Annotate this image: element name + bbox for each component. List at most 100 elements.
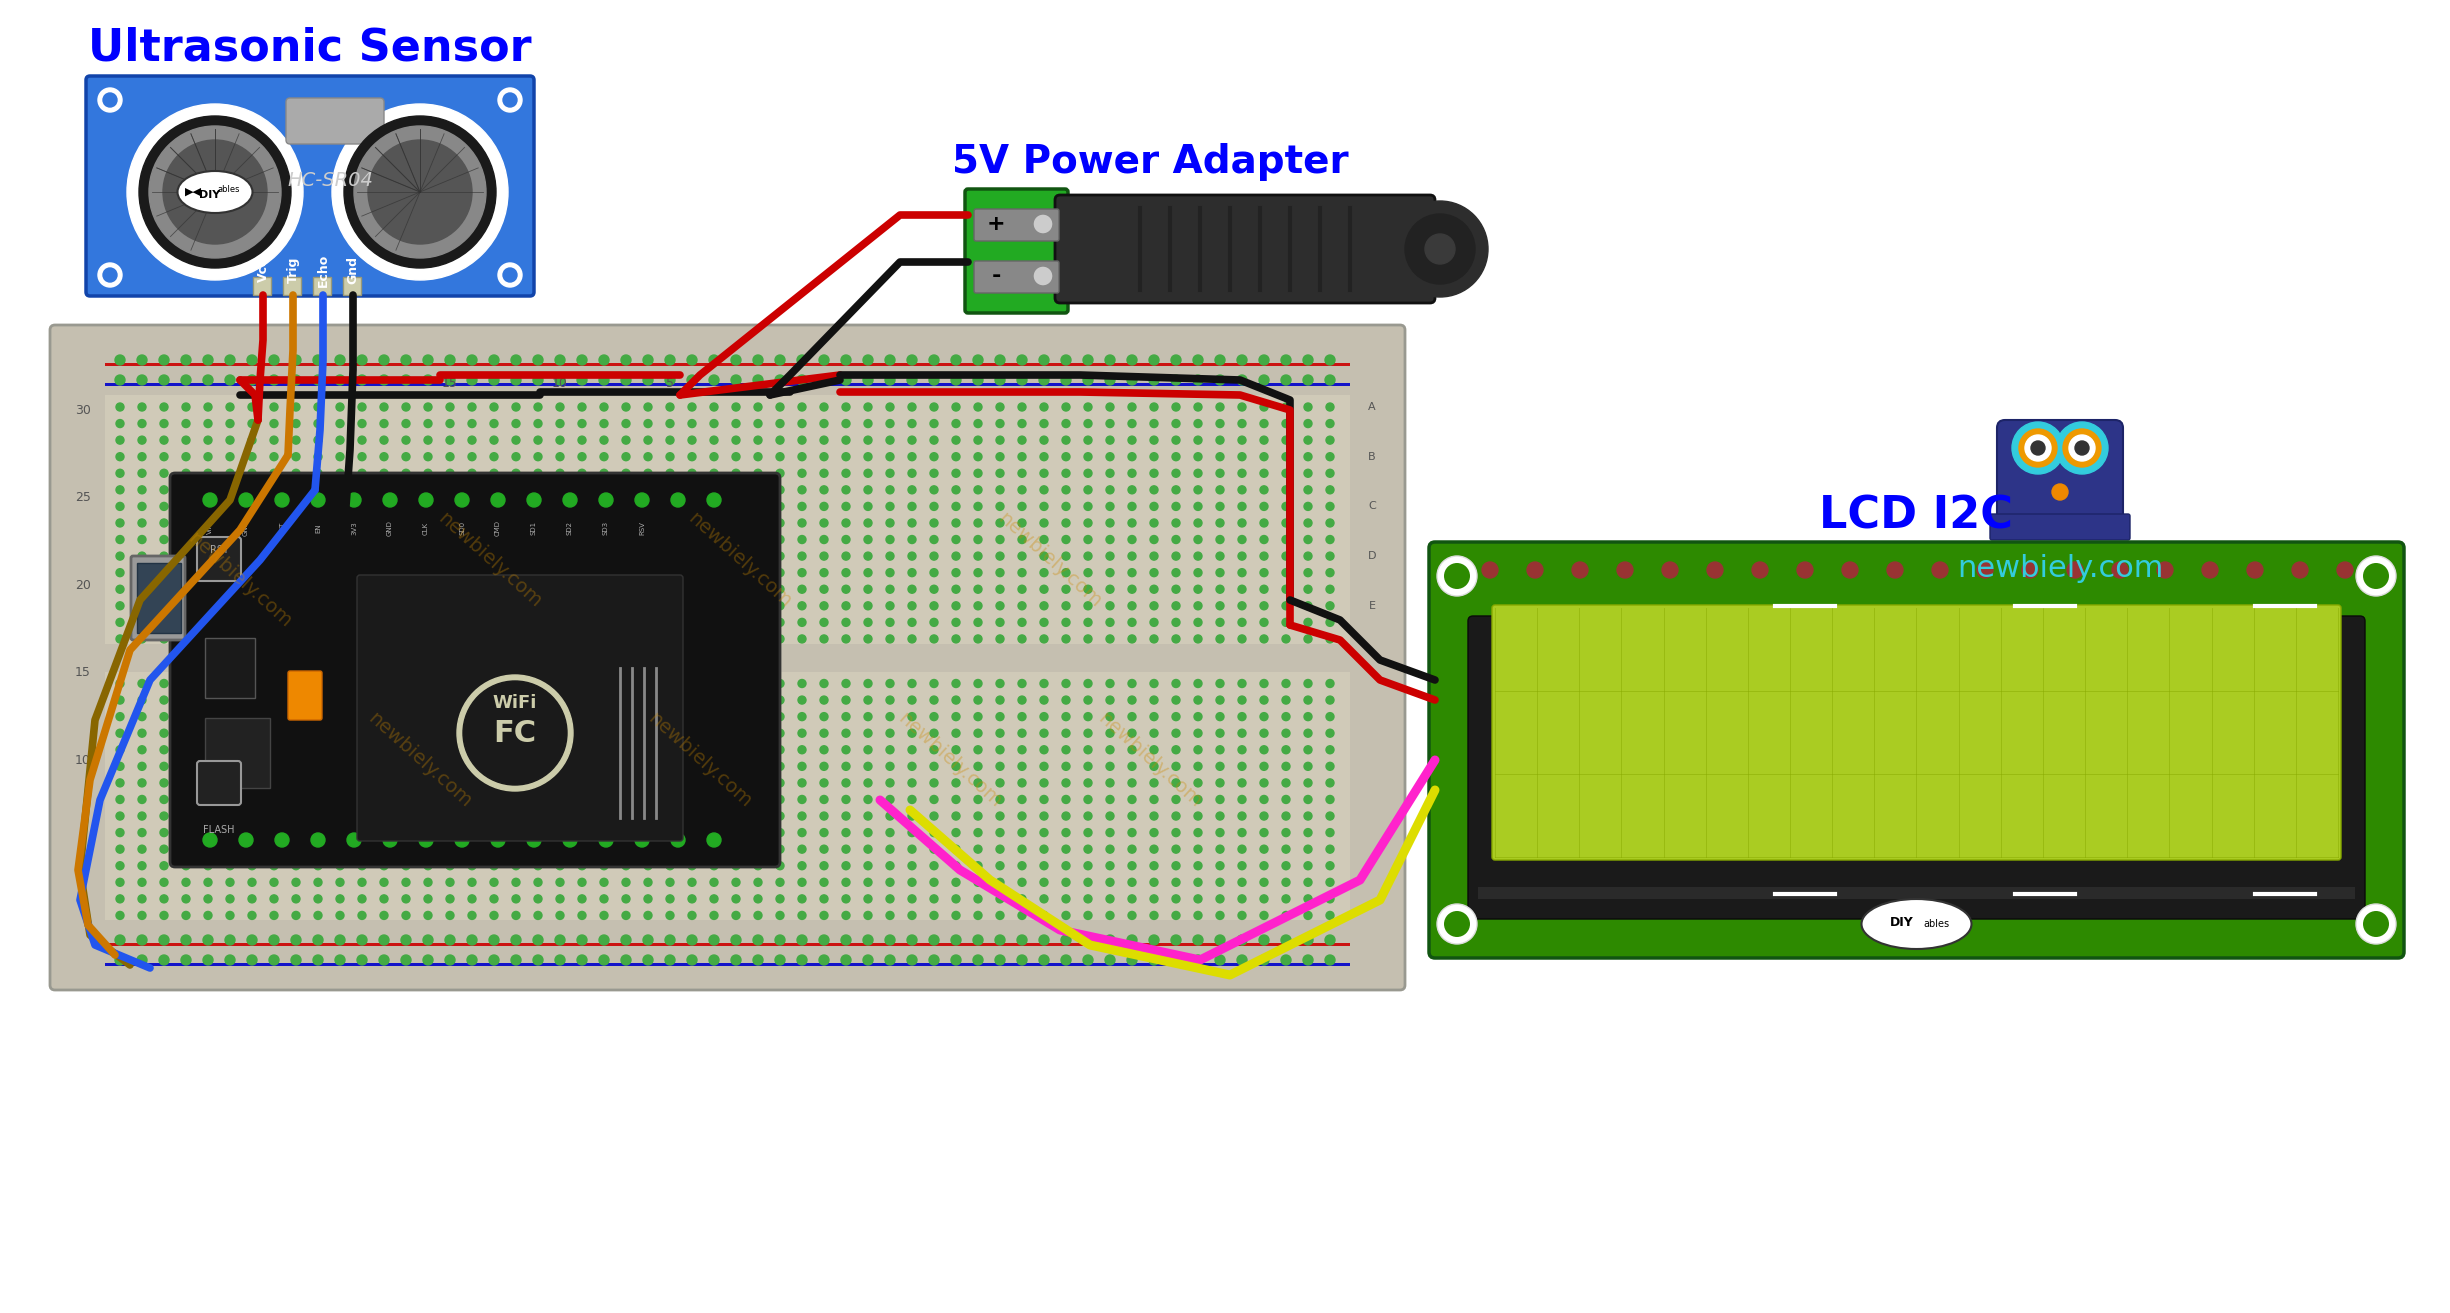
Circle shape bbox=[203, 569, 213, 576]
Circle shape bbox=[1127, 536, 1137, 544]
Circle shape bbox=[688, 503, 696, 511]
Circle shape bbox=[710, 713, 718, 721]
Circle shape bbox=[1171, 469, 1181, 477]
Circle shape bbox=[468, 601, 475, 609]
Circle shape bbox=[512, 436, 519, 444]
Circle shape bbox=[1083, 846, 1093, 853]
Circle shape bbox=[336, 436, 343, 444]
Circle shape bbox=[1149, 911, 1159, 919]
Circle shape bbox=[1061, 601, 1071, 609]
Circle shape bbox=[382, 832, 397, 847]
Circle shape bbox=[534, 486, 541, 494]
Circle shape bbox=[909, 878, 916, 886]
Circle shape bbox=[887, 436, 894, 444]
Circle shape bbox=[314, 569, 321, 576]
Circle shape bbox=[380, 503, 387, 511]
Circle shape bbox=[1215, 779, 1225, 786]
Circle shape bbox=[247, 486, 255, 494]
Circle shape bbox=[622, 846, 630, 853]
Circle shape bbox=[1083, 729, 1093, 737]
Circle shape bbox=[975, 829, 982, 836]
Circle shape bbox=[578, 420, 586, 428]
Circle shape bbox=[1127, 436, 1137, 444]
Circle shape bbox=[333, 104, 507, 280]
Circle shape bbox=[733, 796, 740, 804]
Circle shape bbox=[468, 911, 475, 919]
Circle shape bbox=[1171, 519, 1181, 527]
Circle shape bbox=[909, 713, 916, 721]
Circle shape bbox=[1039, 779, 1049, 786]
Circle shape bbox=[270, 486, 277, 494]
Circle shape bbox=[774, 376, 784, 385]
Circle shape bbox=[336, 746, 343, 754]
Circle shape bbox=[1019, 569, 1027, 576]
Circle shape bbox=[733, 618, 740, 626]
Circle shape bbox=[686, 935, 696, 945]
Circle shape bbox=[931, 569, 938, 576]
Circle shape bbox=[1303, 846, 1313, 853]
Circle shape bbox=[490, 601, 497, 609]
Circle shape bbox=[664, 355, 676, 365]
Circle shape bbox=[358, 829, 365, 836]
Circle shape bbox=[951, 935, 960, 945]
Circle shape bbox=[997, 696, 1004, 704]
Circle shape bbox=[292, 551, 299, 561]
Circle shape bbox=[468, 486, 475, 494]
Circle shape bbox=[1149, 635, 1159, 643]
Circle shape bbox=[1061, 895, 1071, 903]
Circle shape bbox=[358, 861, 365, 869]
Circle shape bbox=[1127, 895, 1137, 903]
Circle shape bbox=[534, 601, 541, 609]
Circle shape bbox=[710, 519, 718, 527]
Circle shape bbox=[402, 713, 409, 721]
Circle shape bbox=[997, 846, 1004, 853]
Circle shape bbox=[1019, 635, 1027, 643]
Circle shape bbox=[1193, 729, 1203, 737]
Circle shape bbox=[997, 503, 1004, 511]
Circle shape bbox=[402, 680, 409, 688]
Circle shape bbox=[1127, 601, 1137, 609]
Circle shape bbox=[1083, 355, 1093, 365]
Circle shape bbox=[534, 829, 541, 836]
Circle shape bbox=[336, 895, 343, 903]
Circle shape bbox=[512, 453, 519, 461]
Circle shape bbox=[862, 376, 872, 385]
Circle shape bbox=[490, 861, 497, 869]
Circle shape bbox=[1019, 618, 1027, 626]
Circle shape bbox=[512, 601, 519, 609]
Circle shape bbox=[181, 551, 191, 561]
Circle shape bbox=[931, 729, 938, 737]
Circle shape bbox=[181, 536, 191, 544]
Circle shape bbox=[1171, 376, 1181, 385]
Circle shape bbox=[2011, 421, 2063, 474]
Circle shape bbox=[534, 519, 541, 527]
Circle shape bbox=[402, 895, 409, 903]
Circle shape bbox=[358, 911, 365, 919]
Circle shape bbox=[1105, 618, 1115, 626]
Circle shape bbox=[380, 376, 390, 385]
Circle shape bbox=[644, 878, 652, 886]
Circle shape bbox=[1325, 355, 1335, 365]
Circle shape bbox=[181, 486, 191, 494]
Circle shape bbox=[181, 846, 191, 853]
Circle shape bbox=[600, 618, 608, 626]
Circle shape bbox=[578, 746, 586, 754]
Circle shape bbox=[887, 486, 894, 494]
Bar bbox=[206, 718, 270, 788]
Circle shape bbox=[446, 618, 453, 626]
Bar bbox=[343, 277, 360, 295]
Circle shape bbox=[578, 403, 586, 411]
Circle shape bbox=[1171, 811, 1181, 821]
Circle shape bbox=[755, 829, 762, 836]
Circle shape bbox=[424, 486, 431, 494]
Circle shape bbox=[710, 796, 718, 804]
Circle shape bbox=[1325, 635, 1333, 643]
Circle shape bbox=[755, 420, 762, 428]
Circle shape bbox=[1149, 618, 1159, 626]
Circle shape bbox=[225, 601, 235, 609]
Circle shape bbox=[600, 436, 608, 444]
Circle shape bbox=[1039, 811, 1049, 821]
Circle shape bbox=[556, 680, 564, 688]
Text: HC-SR04: HC-SR04 bbox=[287, 171, 372, 189]
Circle shape bbox=[578, 569, 586, 576]
